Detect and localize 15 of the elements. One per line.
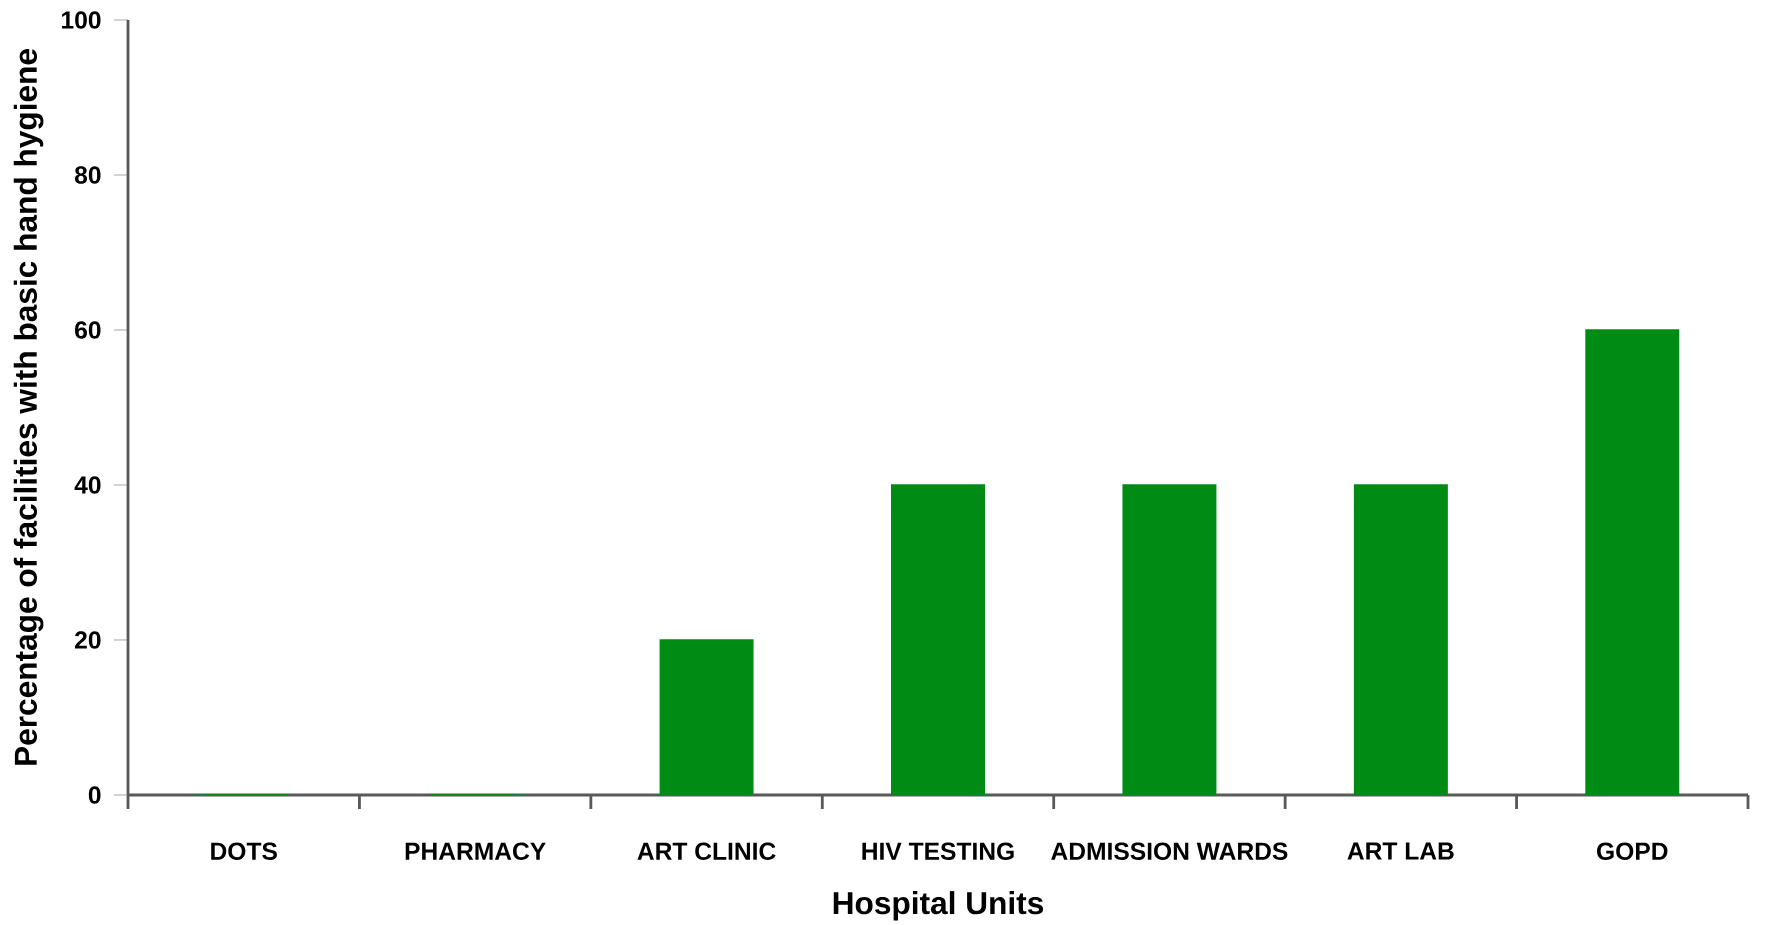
x-tick-label: DOTS	[211, 842, 277, 860]
x-axis-title: Hospital Units	[833, 891, 1044, 921]
x-tick-label: ART LAB	[1347, 842, 1454, 860]
x-tick-label: ART CLINIC	[637, 842, 776, 860]
y-axis-title: Percentage of facilities with basic hand hygiene	[13, 49, 44, 765]
x-tick-label: PHARMACY	[405, 842, 546, 860]
y-tick-label: 20	[74, 631, 101, 649]
y-tick-label: 100	[62, 11, 101, 29]
y-tick-label: 60	[75, 321, 101, 339]
y-tick-label: 80	[74, 166, 101, 184]
x-tick-label: ADMISSION WARDS	[1051, 842, 1288, 860]
y-tick-label: 40	[74, 476, 101, 494]
x-tick-label: GOPD	[1597, 842, 1668, 860]
x-tick-label: HIV TESTING	[862, 842, 1014, 860]
y-tick-label: 0	[88, 786, 101, 804]
